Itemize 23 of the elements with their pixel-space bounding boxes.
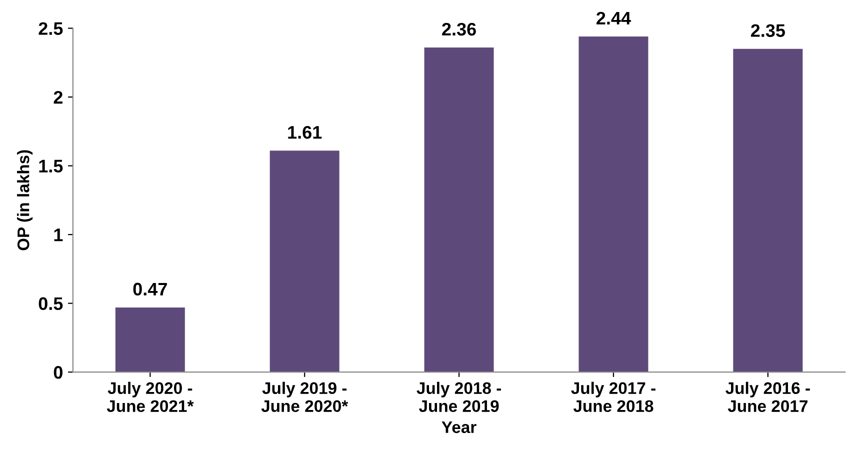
y-tick-label: 0	[54, 366, 62, 379]
data-label: 0.47	[133, 282, 167, 296]
x-axis-title: Year	[442, 421, 476, 434]
bar	[733, 48, 803, 372]
bar	[578, 36, 648, 372]
x-tick-label: July 2019 - June 2020*	[261, 382, 348, 412]
data-label: 2.44	[596, 12, 631, 24]
y-tick-label: 2.5	[38, 22, 63, 35]
y-tick-label: 1	[54, 228, 63, 242]
data-label: 2.35	[750, 24, 785, 38]
x-tick-label: July 2018 - June 2019	[416, 382, 501, 412]
bar	[270, 150, 340, 372]
x-tick-label: July 2017 - June 2018	[571, 382, 656, 412]
bar	[115, 307, 185, 372]
y-tick-label: 2	[54, 90, 62, 104]
data-label: 1.61	[288, 126, 322, 139]
x-tick-label: July 2016 - June 2017	[726, 382, 810, 412]
y-axis-title: OP (in lakhs)	[17, 150, 33, 250]
x-tick-label: July 2020 - June 2021*	[106, 382, 194, 412]
y-tick-label: 0.5	[38, 297, 63, 310]
bar	[424, 48, 494, 372]
y-tick-label: 1.5	[39, 160, 63, 173]
data-label: 2.36	[442, 22, 476, 36]
